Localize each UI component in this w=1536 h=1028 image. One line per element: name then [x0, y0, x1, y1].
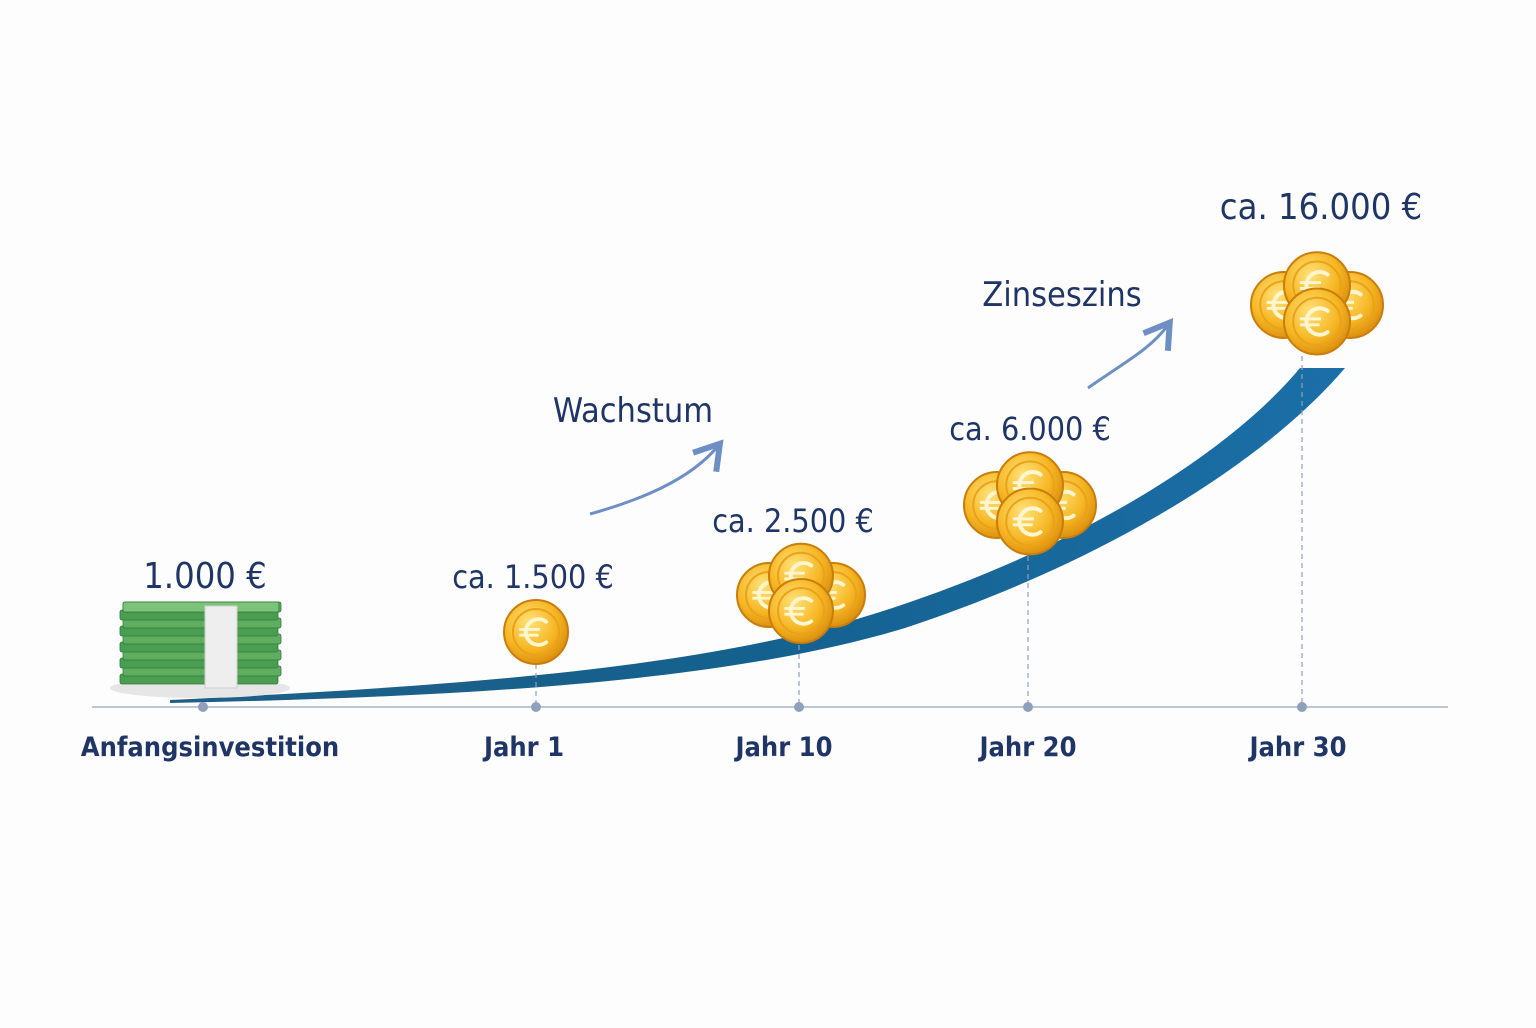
milestone-amount: ca. 16.000 €: [1220, 187, 1422, 228]
coin-rim: [1292, 296, 1342, 347]
milestone: Jahr 10 ca. 2.500 €: [712, 502, 874, 763]
milestone-label: Jahr 30: [1248, 732, 1347, 763]
growth-curve: [170, 368, 1345, 703]
timeline-dot: [531, 702, 541, 712]
milestone-label: Anfangsinvestition: [81, 732, 339, 763]
milestone-amount: ca. 6.000 €: [949, 410, 1111, 448]
milestone: Jahr 30 ca. 16.000 €: [1220, 187, 1422, 763]
euro-sign: [788, 596, 814, 626]
milestone-amount: ca. 2.500 €: [712, 502, 874, 540]
annotation: Zinseszins: [982, 275, 1141, 315]
euro-sign: [979, 500, 1001, 510]
coin-rim: [776, 586, 826, 636]
euro-sign: [523, 617, 549, 647]
timeline-dot: [198, 702, 208, 712]
milestone: Jahr 20 ca. 6.000 €: [949, 410, 1111, 763]
milestone-label: Jahr 1: [482, 732, 564, 763]
euro-sign: [1304, 306, 1330, 337]
coin-rim: [511, 607, 561, 657]
euro-sign: [1017, 506, 1043, 537]
euro-sign: [1299, 317, 1321, 327]
euro-sign: [1012, 517, 1034, 527]
timeline-dot: [794, 702, 804, 712]
milestone: Jahr 1 ca. 1.500 €: [452, 558, 614, 763]
milestone: Anfangsinvestition 1.000 €: [81, 556, 339, 763]
timeline-dot: [1023, 702, 1033, 712]
euro-sign: [784, 607, 805, 616]
euro-sign: [752, 591, 773, 600]
euro-sign: [519, 628, 540, 637]
annotation: Wachstum: [553, 391, 713, 431]
milestone-amount: 1.000 €: [143, 556, 267, 597]
milestone-amount: ca. 1.500 €: [452, 558, 614, 596]
timeline-dot: [1297, 702, 1307, 712]
milestone-label: Jahr 20: [978, 732, 1077, 763]
milestone-label: Jahr 10: [734, 732, 833, 763]
bill-top: [122, 601, 280, 613]
growth-arrow: [589, 439, 724, 516]
coin-rim: [1005, 496, 1055, 547]
euro-sign: [1266, 300, 1288, 310]
money-stack: [110, 601, 290, 698]
growth-arrow: [1087, 317, 1174, 390]
